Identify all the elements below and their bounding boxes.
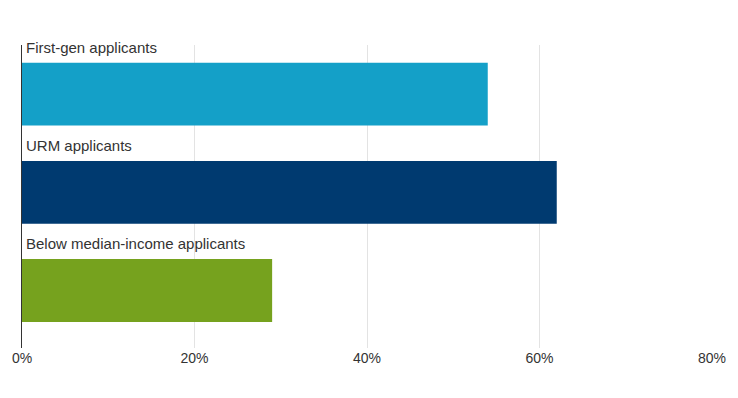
svg-text:0%: 0% — [12, 350, 32, 366]
svg-text:60%: 60% — [525, 350, 553, 366]
svg-text:URM applicants: URM applicants — [26, 137, 132, 154]
svg-text:First-gen applicants: First-gen applicants — [26, 39, 157, 56]
svg-text:20%: 20% — [180, 350, 208, 366]
svg-text:Below median-income applicants: Below median-income applicants — [26, 235, 245, 252]
svg-text:80%: 80% — [698, 350, 726, 366]
svg-text:40%: 40% — [353, 350, 381, 366]
